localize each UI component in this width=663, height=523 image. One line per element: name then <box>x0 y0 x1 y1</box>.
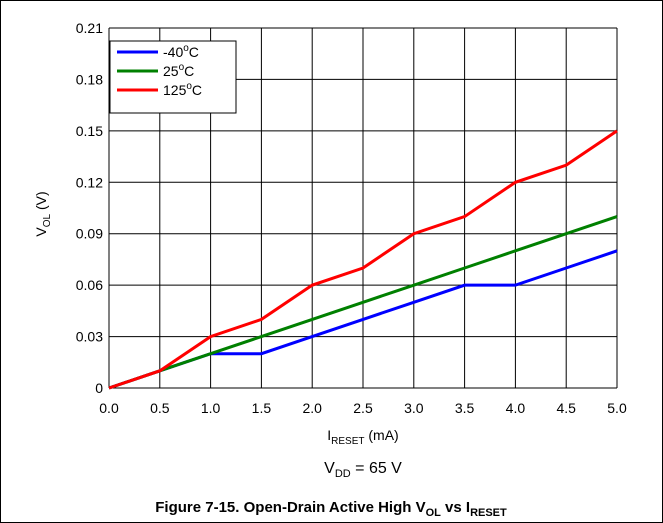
y-tick-label: 0.03 <box>76 329 103 345</box>
y-tick-label: 0.12 <box>76 174 103 190</box>
legend-label: 125oC <box>163 81 202 98</box>
y-tick-label: 0.09 <box>76 226 103 242</box>
x-tick-label: 3.0 <box>404 400 424 416</box>
x-tick-label: 3.5 <box>455 400 475 416</box>
x-tick-label: 4.5 <box>556 400 576 416</box>
y-axis-title: VOL (V) <box>33 191 53 236</box>
x-tick-label: 4.0 <box>506 400 526 416</box>
y-tick-label: 0.06 <box>76 277 103 293</box>
y-axis-ticks: 0 0.03 0.06 0.09 0.12 0.15 0.18 0.21 <box>76 20 103 396</box>
y-tick-label: 0.18 <box>76 71 103 87</box>
test-condition: VDD = 65 V <box>324 460 402 480</box>
x-tick-label: 5.0 <box>607 400 627 416</box>
figure-caption: Figure 7-15. Open-Drain Active High VOL … <box>155 499 507 519</box>
legend: -40oC 25oC 125oC <box>109 40 237 114</box>
y-tick-label: 0 <box>95 380 103 396</box>
x-tick-label: 0.0 <box>99 400 119 416</box>
x-tick-label: 1.0 <box>201 400 221 416</box>
series-line-1 <box>108 215 618 390</box>
series-line-2 <box>108 129 618 390</box>
x-tick-label: 1.5 <box>252 400 272 416</box>
y-tick-label: 0.21 <box>76 20 103 36</box>
x-tick-label: 2.0 <box>302 400 322 416</box>
chart-series <box>108 129 618 390</box>
chart-grid <box>108 27 618 389</box>
y-tick-label: 0.15 <box>76 123 103 139</box>
x-axis-ticks: 0.0 0.5 1.0 1.5 2.0 2.5 3.0 3.5 4.0 4.5 5.0 <box>99 400 627 416</box>
x-axis-title: IRESET (mA) <box>327 427 398 447</box>
legend-label: -40oC <box>163 43 199 60</box>
x-tick-label: 0.5 <box>150 400 170 416</box>
legend-label: 25oC <box>163 62 194 79</box>
x-tick-label: 2.5 <box>353 400 373 416</box>
